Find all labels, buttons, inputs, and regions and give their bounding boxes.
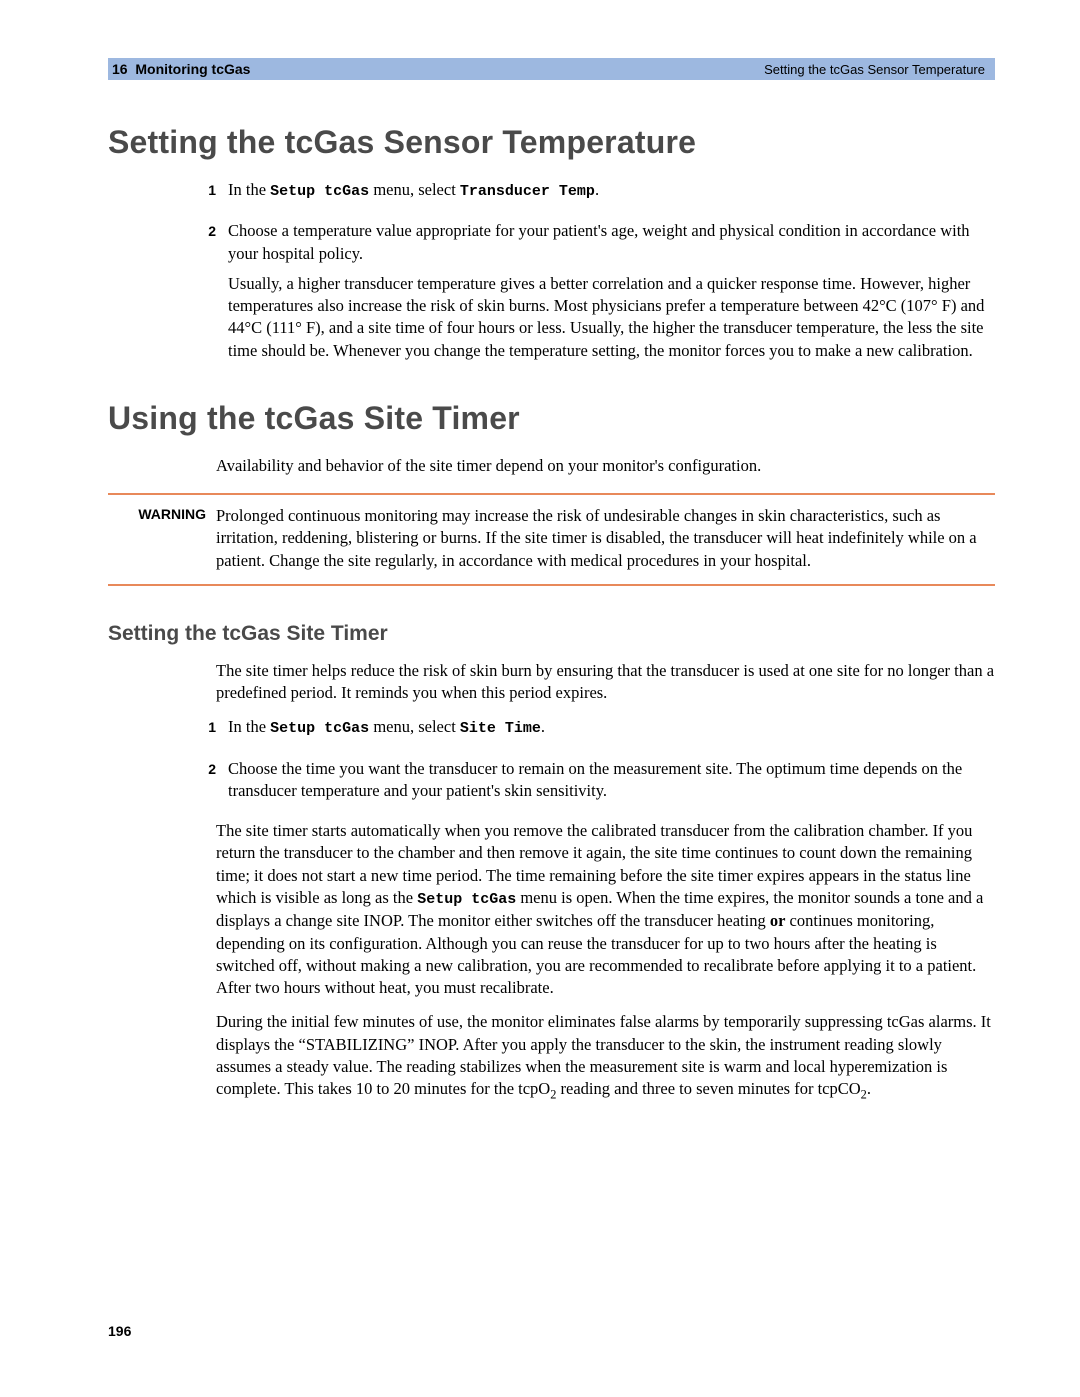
menu-code: Transducer Temp bbox=[460, 183, 595, 200]
step-number: 1 bbox=[188, 716, 228, 747]
numbered-step: 2 Choose the time you want the transduce… bbox=[188, 758, 995, 811]
header-left: 16 Monitoring tcGas bbox=[112, 61, 250, 77]
body-paragraph: During the initial few minutes of use, t… bbox=[216, 1011, 995, 1100]
body-paragraph: Availability and behavior of the site ti… bbox=[216, 455, 995, 477]
page-number: 196 bbox=[108, 1323, 131, 1339]
chapter-title: Monitoring tcGas bbox=[135, 61, 250, 77]
step-text: Choose a temperature value appropriate f… bbox=[228, 220, 995, 370]
subsection-heading: Setting the tcGas Site Timer bbox=[108, 622, 995, 646]
step-text: In the Setup tcGas menu, select Site Tim… bbox=[228, 716, 995, 747]
body-paragraph: The site timer starts automatically when… bbox=[216, 820, 995, 999]
step-text: Choose the time you want the transducer … bbox=[228, 758, 995, 811]
chapter-number: 16 bbox=[112, 61, 128, 77]
warning-label: WARNING bbox=[108, 505, 216, 572]
section-heading-site-timer: Using the tcGas Site Timer bbox=[108, 400, 995, 437]
menu-code: Site Time bbox=[460, 720, 541, 737]
step-text: In the Setup tcGas menu, select Transduc… bbox=[228, 179, 995, 210]
header-right: Setting the tcGas Sensor Temperature bbox=[764, 62, 985, 77]
menu-code: Setup tcGas bbox=[270, 183, 369, 200]
warning-block: WARNING Prolonged continuous monitoring … bbox=[108, 493, 995, 586]
menu-code: Setup tcGas bbox=[270, 720, 369, 737]
section-heading-sensor-temp: Setting the tcGas Sensor Temperature bbox=[108, 124, 995, 161]
menu-code: Setup tcGas bbox=[417, 891, 516, 908]
body-paragraph: The site timer helps reduce the risk of … bbox=[216, 660, 995, 705]
warning-text: Prolonged continuous monitoring may incr… bbox=[216, 505, 995, 572]
step-number: 1 bbox=[188, 179, 228, 210]
numbered-step: 1 In the Setup tcGas menu, select Site T… bbox=[188, 716, 995, 747]
numbered-step: 2 Choose a temperature value appropriate… bbox=[188, 220, 995, 370]
step-number: 2 bbox=[188, 758, 228, 811]
numbered-step: 1 In the Setup tcGas menu, select Transd… bbox=[188, 179, 995, 210]
running-header: 16 Monitoring tcGas Setting the tcGas Se… bbox=[108, 58, 995, 80]
bold-word: or bbox=[770, 911, 786, 930]
step-number: 2 bbox=[188, 220, 228, 370]
